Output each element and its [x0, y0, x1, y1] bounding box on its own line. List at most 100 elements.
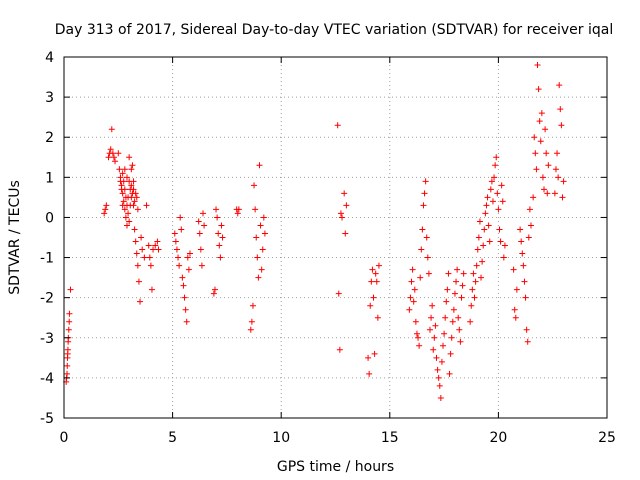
data-point — [123, 174, 130, 181]
data-point — [421, 190, 428, 197]
data-point — [525, 234, 532, 241]
data-point — [197, 246, 204, 253]
data-point — [143, 202, 150, 209]
data-point — [520, 262, 527, 269]
data-point — [122, 194, 129, 201]
data-point — [119, 190, 126, 197]
data-point — [254, 254, 261, 261]
data-point — [551, 190, 558, 197]
y-tick-label: -3 — [40, 331, 54, 347]
data-point — [406, 306, 413, 313]
data-point — [334, 122, 341, 129]
data-point — [524, 338, 531, 345]
data-point — [131, 226, 138, 233]
data-point — [335, 290, 342, 297]
y-tick-label: 3 — [45, 90, 54, 106]
y-tick-label: -1 — [40, 251, 54, 267]
data-point — [198, 262, 205, 269]
data-point — [455, 314, 462, 321]
data-point — [459, 282, 466, 289]
data-point — [433, 354, 440, 361]
data-point — [450, 306, 457, 313]
data-point — [438, 358, 445, 365]
data-point — [475, 234, 482, 241]
data-point — [534, 62, 541, 69]
data-point — [434, 366, 441, 373]
data-point — [480, 242, 487, 249]
data-point — [423, 234, 430, 241]
data-point — [103, 202, 110, 209]
data-point — [182, 306, 189, 313]
data-point — [65, 326, 72, 333]
data-point — [107, 146, 114, 153]
data-point — [482, 210, 489, 217]
data-point — [429, 302, 436, 309]
data-point — [139, 246, 146, 253]
data-point — [448, 334, 455, 341]
data-point — [556, 82, 563, 89]
data-point — [451, 290, 458, 297]
data-point — [125, 210, 132, 217]
data-point — [519, 250, 526, 257]
data-point — [117, 178, 124, 185]
data-point — [375, 262, 382, 269]
data-point — [133, 194, 140, 201]
data-point — [121, 166, 128, 173]
data-point — [418, 246, 425, 253]
data-point — [426, 326, 433, 333]
data-point — [473, 262, 480, 269]
grid-lines — [64, 57, 607, 418]
data-point — [491, 174, 498, 181]
data-point — [372, 270, 379, 277]
data-point — [129, 162, 136, 169]
data-point — [247, 326, 254, 333]
data-point — [476, 218, 483, 225]
data-point — [260, 214, 267, 221]
data-point — [474, 246, 481, 253]
data-point — [469, 286, 476, 293]
data-point — [478, 274, 485, 281]
data-point — [255, 274, 262, 281]
data-point — [336, 346, 343, 353]
data-point — [181, 294, 188, 301]
data-point — [339, 214, 346, 221]
data-point — [219, 234, 226, 241]
data-point — [109, 150, 116, 157]
data-point — [560, 178, 567, 185]
data-point — [531, 134, 538, 141]
data-point — [481, 226, 488, 233]
x-tick-label: 10 — [272, 430, 290, 446]
data-point — [440, 342, 447, 349]
data-point — [537, 138, 544, 145]
data-point — [343, 202, 350, 209]
data-point — [127, 202, 134, 209]
data-point — [542, 126, 549, 133]
data-point — [409, 266, 416, 273]
data-point — [510, 266, 517, 273]
data-point — [446, 370, 453, 377]
data-point — [216, 242, 223, 249]
data-point — [420, 202, 427, 209]
data-point — [134, 206, 141, 213]
x-tick-label: 5 — [168, 430, 177, 446]
data-point — [148, 286, 155, 293]
data-point — [119, 170, 126, 177]
data-point — [217, 254, 224, 261]
x-tick-label: 15 — [381, 430, 399, 446]
data-point — [121, 206, 128, 213]
data-point — [535, 86, 542, 93]
data-point — [470, 270, 477, 277]
data-point — [374, 314, 381, 321]
data-point — [135, 278, 142, 285]
data-point — [559, 194, 566, 201]
data-point — [442, 314, 449, 321]
data-point — [101, 210, 108, 217]
data-point — [257, 222, 264, 229]
data-point — [494, 190, 501, 197]
data-point — [119, 202, 126, 209]
data-point — [453, 278, 460, 285]
data-point — [130, 178, 137, 185]
data-point — [501, 242, 508, 249]
data-point — [557, 106, 564, 113]
data-point — [210, 290, 217, 297]
